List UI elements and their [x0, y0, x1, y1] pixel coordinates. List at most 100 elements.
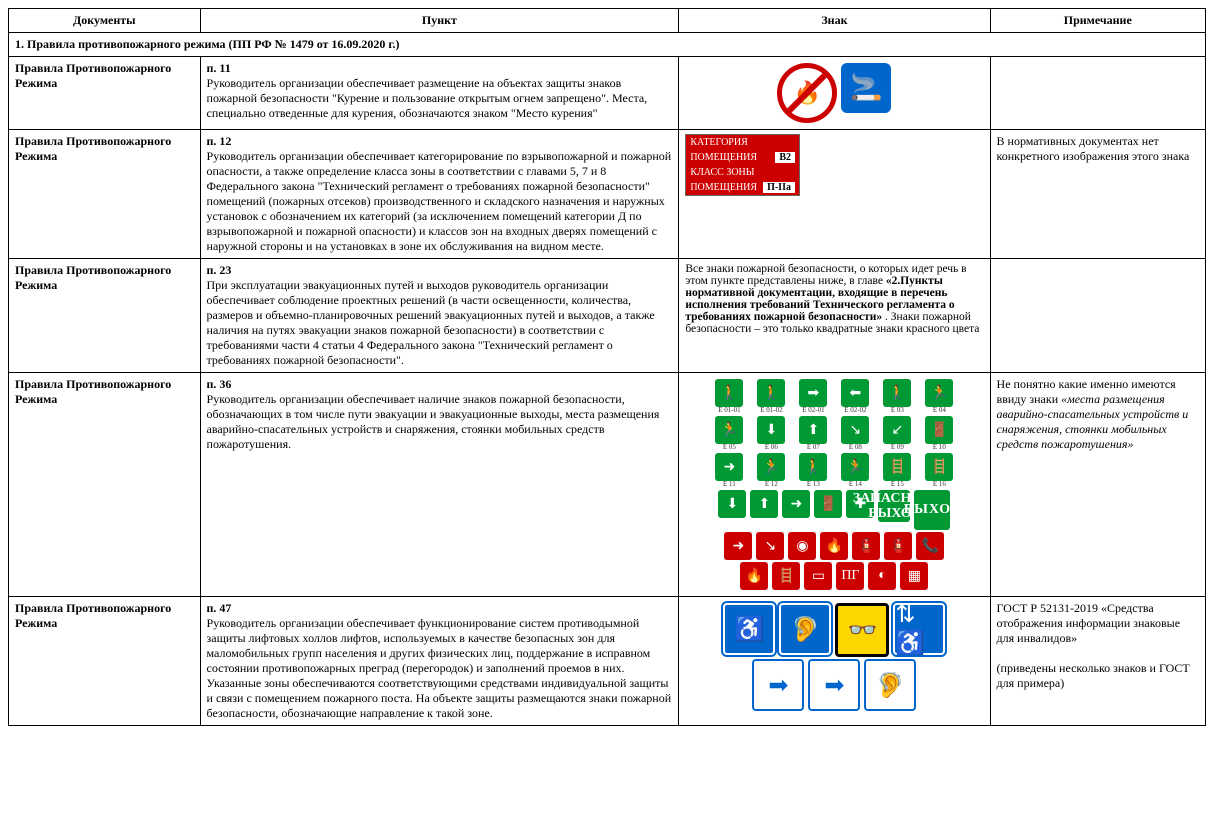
th-doc: Документы [9, 9, 201, 33]
evac-sign-icon: 🚪 [925, 416, 953, 444]
section-row: 1. Правила противопожарного режима (ПП Р… [9, 33, 1206, 57]
evac-sign-label: E 03 [891, 407, 904, 414]
table-row: Правила Противопожарного Режима п. 47 Ру… [9, 597, 1206, 726]
vision-sign-icon: 👓 [835, 603, 889, 657]
evac-sign-icon: 🚪 [814, 490, 842, 518]
punkt-number: п. 36 [207, 377, 673, 392]
evac-sign-label: E 05 [723, 444, 736, 451]
category-plate-icon: КАТЕГОРИЯ ПОМЕЩЕНИЯВ2 КЛАСС ЗОНЫ ПОМЕЩЕН… [685, 134, 800, 196]
punkt-cell: п. 23 При эксплуатации эвакуационных пут… [200, 259, 679, 373]
smoking-area-sign-icon: 🚬 [841, 63, 891, 113]
doc-cell: Правила Противопожарного Режима [9, 259, 201, 373]
evac-sign-icon: 🏃 [841, 453, 869, 481]
doc-cell: Правила Противопожарного Режима [9, 130, 201, 259]
evac-sign-label: E 08 [849, 444, 862, 451]
evac-sign-icon: ↘ [841, 416, 869, 444]
evac-sign-icon: 🚶 [757, 379, 785, 407]
th-punkt: Пункт [200, 9, 679, 33]
evac-sign-label: E 07 [807, 444, 820, 451]
note-cell [990, 57, 1205, 130]
punkt-cell: п. 47 Руководитель организации обеспечив… [200, 597, 679, 726]
regulations-table: Документы Пункт Знак Примечание 1. Прави… [8, 8, 1206, 726]
evac-sign-label: E 10 [933, 444, 946, 451]
note-line1: ГОСТ Р 52131-2019 «Средства отображения … [997, 601, 1199, 646]
evac-sign-icon: ⬆ [799, 416, 827, 444]
evac-sign-icon: ⬅ [841, 379, 869, 407]
znak-cell: ♿ 🦻 👓 ⇅♿ ➡ ➡ 🦻 [679, 597, 990, 726]
punkt-text: Руководитель организации обеспечивает на… [207, 392, 660, 451]
note-cell: В нормативных документах нет конкретного… [990, 130, 1205, 259]
hearing-sign-icon: 🦻 [779, 603, 831, 655]
evac-sign-icon: 🪜 [925, 453, 953, 481]
evac-sign-icon: ⬇ [757, 416, 785, 444]
wheelchair-sign-icon: ♿ [723, 603, 775, 655]
evac-sign-label: E 12 [765, 481, 778, 488]
fire-sign-icon: 🧯 [884, 532, 912, 560]
evac-sign-label: E 06 [765, 444, 778, 451]
evac-sign-label: E 01-01 [718, 407, 740, 414]
evac-sign-icon: 🚶 [883, 379, 911, 407]
znak-cell: Все знаки пожарной безопасности, о котор… [679, 259, 990, 373]
exit-sign-icon: ВЫХОД [914, 490, 950, 530]
evac-sign-icon: 🚶 [715, 379, 743, 407]
doc-cell: Правила Противопожарного Режима [9, 597, 201, 726]
punkt-cell: п. 11 Руководитель организации обеспечив… [200, 57, 679, 130]
evac-sign-label: E 14 [849, 481, 862, 488]
znak-cell: 🚶E 01-01🚶E 01-02➡E 02-01⬅E 02-02🚶E 03🏃E … [679, 373, 990, 597]
fire-sign-icon: 🪜 [772, 562, 800, 590]
punkt-text: Руководитель организации обеспечивает ра… [207, 76, 648, 120]
fire-sign-icon: ➜ [724, 532, 752, 560]
evac-sign-icon: ⬇ [718, 490, 746, 518]
fire-sign-icon: 📞 [916, 532, 944, 560]
znak-cell: 🔥 🚬 [679, 57, 990, 130]
note-cell: ГОСТ Р 52131-2019 «Средства отображения … [990, 597, 1205, 726]
evac-sign-label: E 04 [933, 407, 946, 414]
evac-sign-icon: 🏃 [757, 453, 785, 481]
evac-sign-icon: 🪜 [883, 453, 911, 481]
znak-cell: КАТЕГОРИЯ ПОМЕЩЕНИЯВ2 КЛАСС ЗОНЫ ПОМЕЩЕН… [679, 130, 990, 259]
punkt-text: Руководитель организации обеспечивает ка… [207, 149, 672, 253]
evac-sign-label: E 09 [891, 444, 904, 451]
evac-sign-label: E 01-02 [760, 407, 782, 414]
fire-sign-icon: ◉ [788, 532, 816, 560]
fire-sign-icon: ◐ [868, 562, 896, 590]
evac-sign-icon: 🏃 [715, 416, 743, 444]
evac-sign-icon: ➜ [782, 490, 810, 518]
punkt-number: п. 12 [207, 134, 673, 149]
fire-sign-icon: ↘ [756, 532, 784, 560]
doc-cell: Правила Противопожарного Режима [9, 57, 201, 130]
table-row: Правила Противопожарного Режима п. 23 Пр… [9, 259, 1206, 373]
table-row: Правила Противопожарного Режима п. 11 Ру… [9, 57, 1206, 130]
punkt-number: п. 11 [207, 61, 673, 76]
punkt-number: п. 47 [207, 601, 673, 616]
evac-sign-icon: ↙ [883, 416, 911, 444]
note-cell: Не понятно какие именно имеются ввиду зн… [990, 373, 1205, 597]
punkt-number: п. 23 [207, 263, 673, 278]
punkt-text: При эксплуатации эвакуационных путей и в… [207, 278, 655, 367]
th-note: Примечание [990, 9, 1205, 33]
punkt-cell: п. 36 Руководитель организации обеспечив… [200, 373, 679, 597]
th-znak: Знак [679, 9, 990, 33]
fire-sign-icon: 🔥 [820, 532, 848, 560]
fire-sign-icon: ▦ [900, 562, 928, 590]
no-fire-sign-icon: 🔥 [777, 63, 837, 123]
evac-sign-icon: 🏃 [925, 379, 953, 407]
section-title: 1. Правила противопожарного режима (ПП Р… [9, 33, 1206, 57]
doc-cell: Правила Противопожарного Режима [9, 373, 201, 597]
fire-sign-icon: 🧯 [852, 532, 880, 560]
note-line2: (приведены несколько знаков и ГОСТ для п… [997, 661, 1199, 691]
hearing-loop-sign-icon: 🦻 [864, 659, 916, 711]
evac-sign-label: E 02-02 [844, 407, 866, 414]
evac-sign-icon: ⬆ [750, 490, 778, 518]
fire-sign-icon: ПГ [836, 562, 864, 590]
evac-sign-label: E 16 [933, 481, 946, 488]
table-row: Правила Противопожарного Режима п. 36 Ру… [9, 373, 1206, 597]
fire-sign-icon: 🔥 [740, 562, 768, 590]
evac-sign-icon: 🚶 [799, 453, 827, 481]
evac-sign-label: E 15 [891, 481, 904, 488]
arrow-right-sign-icon: ➡ [752, 659, 804, 711]
punkt-text: Руководитель организации обеспечивает фу… [207, 616, 672, 720]
arrow-right-sign-icon: ➡ [808, 659, 860, 711]
elevator-sign-icon: ⇅♿ [893, 603, 945, 655]
note-cell [990, 259, 1205, 373]
